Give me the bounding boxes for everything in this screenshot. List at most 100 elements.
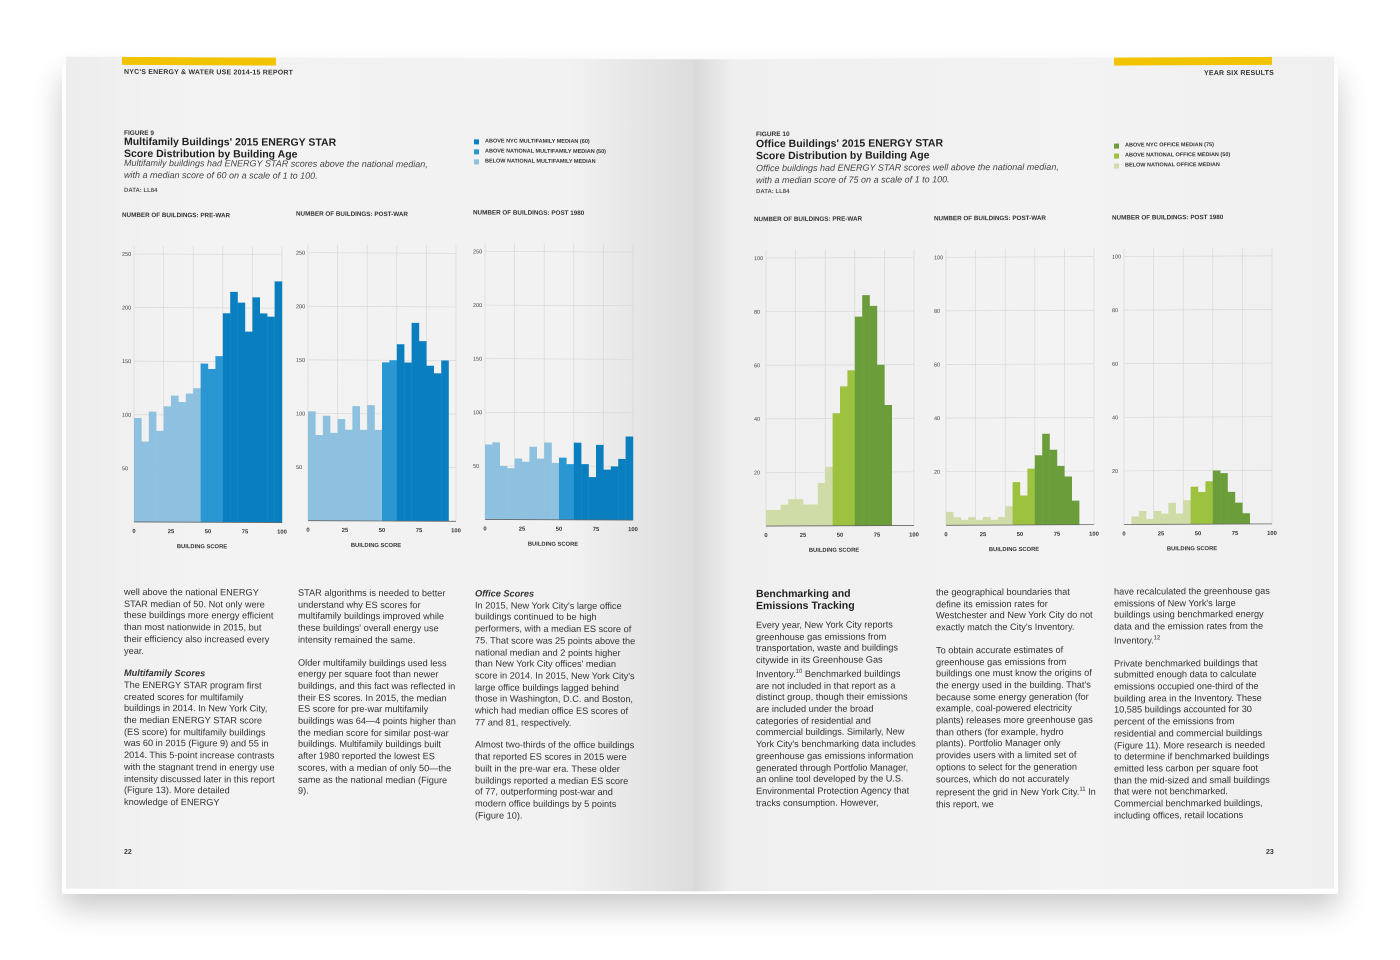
x-axis	[308, 520, 456, 522]
bar	[237, 302, 246, 523]
x-tick-label: 100	[451, 528, 461, 534]
grid-line-horizontal	[485, 358, 633, 360]
paragraph: Private benchmarked buildings that submi…	[1114, 657, 1270, 821]
x-tick-label: 100	[628, 527, 638, 533]
y-tick-label: 60	[1112, 362, 1118, 368]
legend-label: BELOW NATIONAL MULTIFAMILY MEDIAN	[485, 158, 596, 165]
x-tick-label: 75	[416, 528, 423, 534]
x-tick-label: 50	[1195, 531, 1201, 537]
bar	[156, 430, 164, 523]
y-tick-label: 80	[934, 309, 940, 315]
grid-line-horizontal	[1124, 362, 1272, 365]
chart-title: NUMBER OF BUILDINGS: POST-WAR	[934, 215, 1046, 222]
chart-svg: NUMBER OF BUILDINGS: POST 1980 20 40 60 80 10…	[1112, 214, 1277, 552]
bar	[163, 406, 172, 523]
x-axis	[766, 525, 914, 527]
bar	[337, 418, 346, 521]
y-tick-label: 50	[122, 466, 128, 472]
y-tick-label: 250	[122, 252, 131, 258]
bar	[1020, 495, 1028, 525]
x-tick-label: 25	[342, 528, 349, 534]
bar	[208, 368, 216, 523]
bar	[1034, 455, 1043, 525]
paragraph-part: have recalculated the greenhouse gas emi…	[1114, 585, 1270, 646]
x-axis-label: BUILDING SCORE	[351, 543, 401, 549]
bar	[1138, 511, 1147, 525]
bar	[854, 316, 863, 526]
chart-title: NUMBER OF BUILDINGS: POST 1980	[473, 209, 585, 216]
x-tick-label: 25	[980, 532, 987, 538]
y-tick-label: 80	[754, 310, 760, 316]
chart-prewar-multifamily: NUMBER OF BUILDINGS: PRE-WAR 50 100 150 200 2…	[122, 210, 287, 560]
chart-title: NUMBER OF BUILDINGS: PRE-WAR	[122, 212, 231, 219]
bar	[178, 402, 187, 523]
paragraph: the geographical boundaries that define …	[936, 586, 1093, 633]
grid-line-horizontal	[1124, 255, 1272, 257]
bar	[810, 504, 819, 526]
legend-label: ABOVE NYC OFFICE MEDIAN (75)	[1125, 142, 1214, 149]
y-tick-label: 40	[1112, 415, 1118, 421]
x-axis-label: BUILDING SCORE	[528, 542, 578, 548]
left-column-1: well above the national ENERGY STAR medi…	[124, 587, 276, 820]
bar	[1071, 500, 1080, 525]
bar	[1027, 468, 1036, 525]
bar	[773, 509, 781, 527]
bar	[426, 365, 434, 522]
chart-svg: NUMBER OF BUILDINGS: POST-WAR 20 40 60 80 100…	[934, 215, 1099, 553]
grid-line-horizontal	[1124, 416, 1272, 418]
bar	[551, 462, 560, 520]
bar	[780, 504, 789, 527]
paragraph-part: To obtain accurate estimates of greenhou…	[936, 644, 1093, 798]
legend-swatch	[474, 148, 479, 154]
bar	[840, 386, 848, 526]
bar	[507, 468, 515, 520]
bar	[134, 417, 142, 522]
chart-prewar-office: NUMBER OF BUILDINGS: PRE-WAR 20 40 60 80 100 0…	[754, 213, 919, 563]
x-tick-label: 100	[277, 530, 287, 536]
legend-item: ABOVE NYC MULTIFAMILY MEDIAN (60)	[474, 136, 606, 147]
y-tick-label: 200	[296, 304, 305, 310]
bar	[1235, 502, 1243, 525]
grid-line-horizontal	[946, 363, 1094, 365]
bar	[492, 442, 500, 520]
legend-label: ABOVE NATIONAL MULTIFAMILY MEDIAN (50)	[485, 148, 607, 155]
right-column-3: have recalculated the greenhouse gas emi…	[1114, 586, 1274, 833]
bar	[869, 305, 878, 526]
chart-postwar-office: NUMBER OF BUILDINGS: POST-WAR 20 40 60 80 100…	[934, 213, 1099, 563]
grid-line-horizontal	[946, 470, 1094, 473]
bar	[596, 444, 604, 520]
bar	[1175, 513, 1184, 525]
x-tick-label: 0	[764, 533, 767, 539]
bar	[1242, 513, 1250, 525]
x-axis-label: BUILDING SCORE	[989, 547, 1039, 553]
chart-title: NUMBER OF BUILDINGS: POST 1980	[1112, 214, 1224, 221]
x-tick-label: 0	[306, 528, 309, 534]
y-tick-label: 100	[1112, 255, 1121, 261]
bar	[610, 466, 619, 521]
y-tick-label: 40	[754, 417, 760, 423]
y-tick-label: 50	[296, 465, 302, 471]
figure10-data-source: DATA: LL84	[756, 188, 790, 196]
bar	[997, 516, 1006, 526]
bar	[499, 465, 508, 520]
bar	[200, 363, 209, 523]
section-heading: Benchmarking and Emissions Tracking	[756, 587, 916, 612]
bar	[1168, 502, 1177, 525]
legend-item: ABOVE NYC OFFICE MEDIAN (75)	[1114, 140, 1230, 151]
bar	[960, 519, 969, 526]
bar	[322, 415, 331, 521]
left-page-number: 22	[124, 848, 132, 856]
subhead-office-scores: Office Scores	[475, 588, 535, 599]
bar	[389, 360, 398, 522]
bar	[274, 281, 283, 523]
x-tick-label: 50	[205, 529, 211, 535]
bar	[252, 297, 260, 523]
legend-swatch	[1114, 153, 1119, 159]
left-page: NYC'S ENERGY & WATER USE 2014-15 REPORT …	[66, 56, 694, 892]
bar	[259, 313, 268, 523]
figure10-desc-line1: Office buildings had ENERGY STAR scores …	[756, 161, 1059, 174]
chart-svg: NUMBER OF BUILDINGS: POST 1980 50 100 150 20…	[473, 209, 638, 548]
bar	[566, 464, 575, 520]
chart-svg: NUMBER OF BUILDINGS: PRE-WAR 50 100 150 200 2…	[122, 212, 287, 550]
legend-item: ABOVE NATIONAL MULTIFAMILY MEDIAN (50)	[474, 146, 606, 157]
